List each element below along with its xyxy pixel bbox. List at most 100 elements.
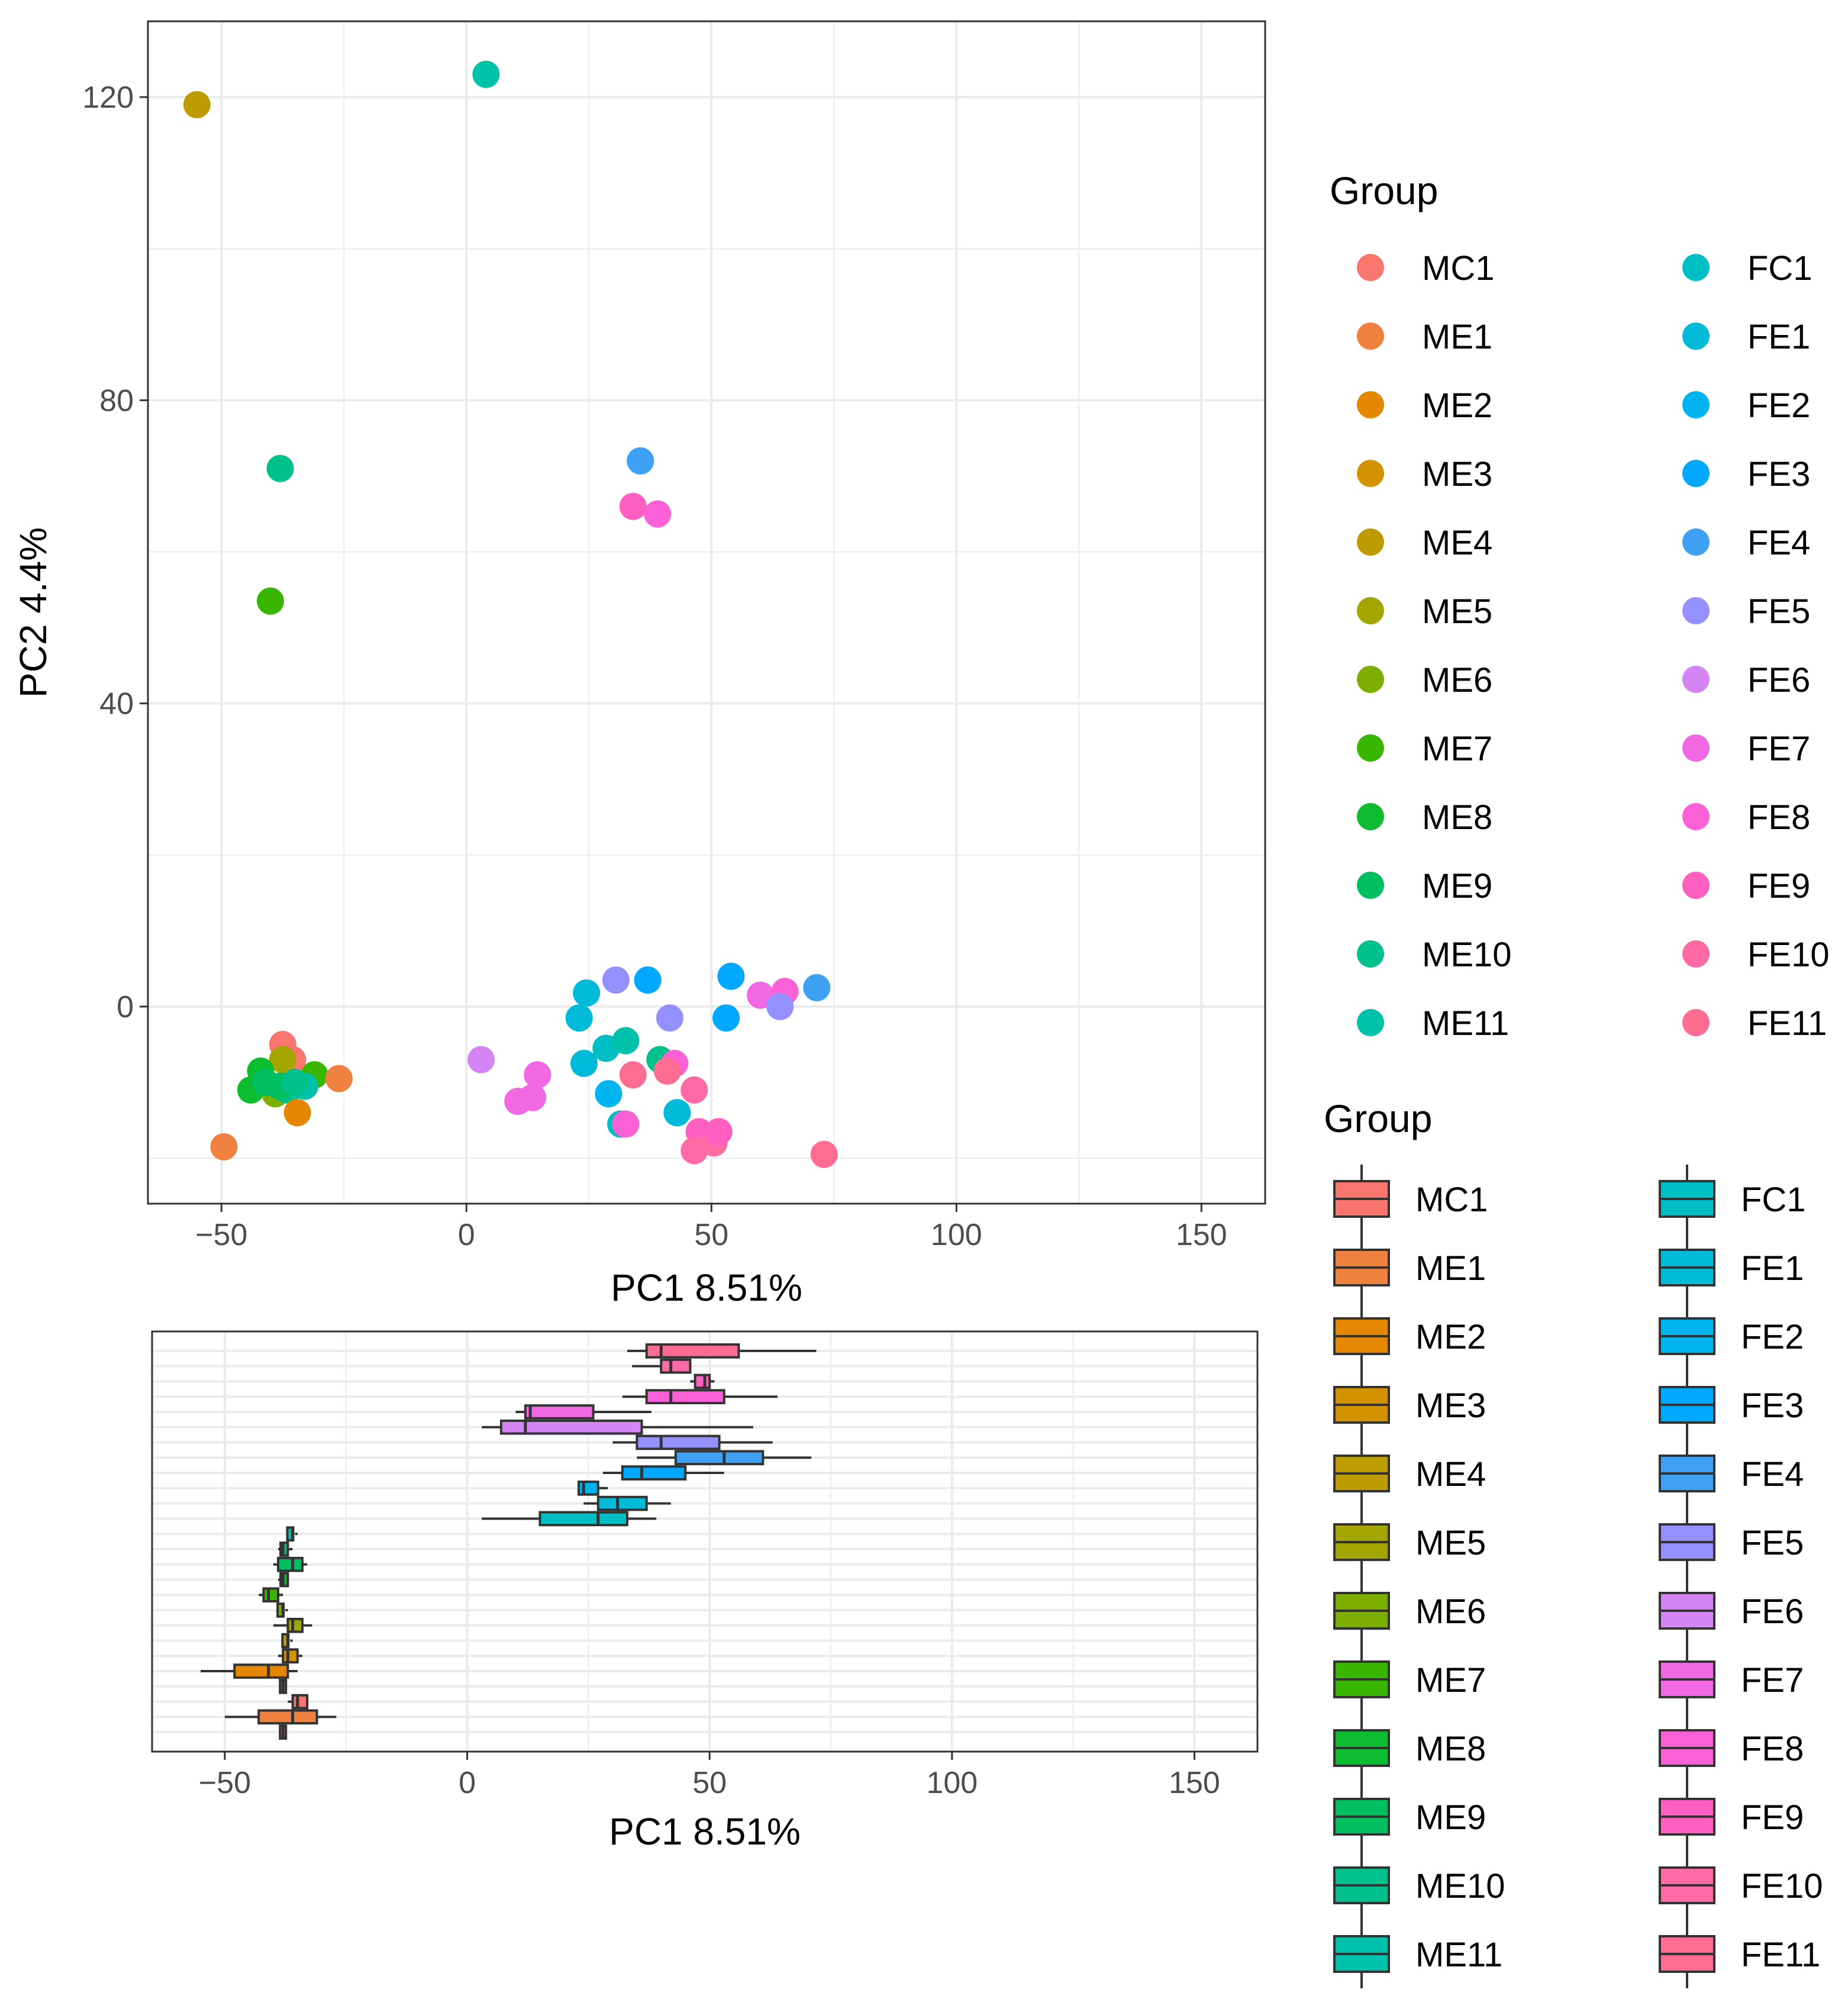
scatter-y-axis-ticks: 0 40 80 120 [82,80,148,1024]
point-legend-label: ME4 [1422,524,1492,562]
box-rect [257,1709,318,1725]
scatter-point-fe7 [524,1061,552,1089]
scatter-point-fe5 [602,966,630,994]
box-me5 [273,1617,312,1633]
box-me2 [200,1663,298,1679]
point-legend-key [1682,323,1710,350]
box-me1 [224,1709,337,1725]
scatter-point-fe8 [612,1110,640,1138]
point-legend-key [1357,323,1384,350]
scatter-x-tick-label: 50 [694,1218,728,1252]
box-me4 [281,1633,293,1649]
scatter-point-fe6 [467,1046,495,1073]
point-legend-item-fe11: FE11 [1682,1004,1827,1043]
box-legend-item-me2: ME2 [1333,1302,1486,1371]
scatter-point-fe10 [680,1137,708,1165]
scatter-panel: −50 0 50 100 150 0 40 80 120 PC1 8.51% PC2 4.4% [12,20,1266,1309]
box-legend-item-mc1: MC1 [1333,1165,1488,1233]
box-rect [577,1480,599,1496]
point-legend-item-fe6: FE6 [1682,661,1810,699]
point-legend-label: FE2 [1747,386,1810,425]
scatter-x-tick-label: 0 [458,1218,475,1252]
point-legend-key [1682,460,1710,487]
point-legend-key [1357,940,1384,968]
point-legend-label: FE10 [1747,936,1830,974]
box-x-tick-label: −50 [199,1766,251,1800]
scatter-point-fe3 [712,1004,740,1032]
box-legend-label: ME4 [1415,1455,1486,1494]
box-legend-label: FE3 [1741,1386,1804,1425]
box-fe6 [482,1419,753,1435]
box-boxes [200,1343,817,1740]
point-legend-label: FE3 [1747,455,1810,494]
point-legend-key [1357,597,1384,624]
box-legend-label: ME5 [1415,1524,1486,1562]
box-legend-label: FE1 [1741,1249,1804,1288]
scatter-y-tick-label: 120 [82,80,134,115]
box-x-tick-label: 150 [1169,1766,1220,1800]
point-legend-label: FC1 [1747,249,1812,288]
box-mc1 [279,1724,288,1740]
point-legend-item-fe10: FE10 [1682,936,1830,974]
point-legend-item-fe9: FE9 [1682,867,1810,905]
scatter-point-fe1 [565,1004,593,1032]
box-fe11 [627,1343,817,1359]
box-legend-title: Group [1324,1097,1432,1140]
box-legend-label: FE4 [1741,1455,1804,1494]
box-legend-item-me6: ME6 [1333,1576,1486,1645]
point-legend-key [1682,872,1710,899]
box-legend-label: FE8 [1741,1730,1804,1768]
box-me8 [278,1572,289,1588]
point-legend-key [1682,528,1710,556]
scatter-point-me2 [283,1099,311,1127]
box-rect [636,1434,721,1450]
scatter-point-me1 [325,1065,353,1092]
box-fe5 [612,1434,773,1450]
point-legend-key [1682,1009,1710,1036]
box-legend-label: ME1 [1415,1249,1486,1288]
point-legend-title: Group [1330,169,1438,212]
scatter-point-me7 [257,587,285,615]
scatter-y-tick-label: 80 [99,383,134,418]
scatter-point-fe7 [519,1084,547,1111]
box-rect [277,1556,304,1572]
box-fe10 [632,1358,692,1374]
box-legend-label: ME2 [1415,1318,1486,1356]
point-legend-label: ME10 [1422,936,1512,974]
scatter-x-tick-label: −50 [195,1218,247,1252]
point-legend-key [1682,666,1710,693]
scatter-point-fe11 [619,1061,647,1089]
point-legend-key [1357,872,1384,899]
box-legend-label: ME8 [1415,1730,1486,1768]
box-legend-item-me7: ME7 [1333,1645,1486,1714]
point-legend-label: ME1 [1422,318,1492,356]
scatter-plot-border [147,20,1266,1205]
point-legend-label: ME3 [1422,455,1492,494]
point-legend-label: MC1 [1422,249,1494,288]
point-legend-item-fe4: FE4 [1682,524,1810,562]
point-legend-key [1357,666,1384,693]
box-legend-label: FE7 [1741,1661,1804,1700]
scatter-point-fe8 [644,500,672,528]
box-legend-item-fe2: FE2 [1659,1302,1804,1371]
point-legend-item-me3: ME3 [1357,455,1492,494]
box-fe2 [577,1480,608,1496]
point-legend-key [1682,940,1710,968]
box-legend-item-fe7: FE7 [1659,1645,1804,1714]
scatter-x-tick-label: 100 [931,1218,982,1252]
scatter-point-fe9 [619,492,647,520]
box-legend-label: FE2 [1741,1318,1804,1356]
scatter-x-tick-label: 150 [1176,1218,1227,1252]
scatter-point-fe4 [627,447,654,475]
box-legend-item-me4: ME4 [1333,1439,1486,1508]
point-legend-key [1357,528,1384,556]
box-legend-item-fe9: FE9 [1659,1782,1804,1851]
point-legend-key [1357,1009,1384,1036]
box-me10 [278,1542,293,1557]
box-rect [645,1389,725,1405]
box-rect [282,1648,299,1664]
box-legend-item-me9: ME9 [1333,1782,1486,1851]
box-rect [621,1465,687,1481]
box-legend-label: FE9 [1741,1798,1804,1837]
